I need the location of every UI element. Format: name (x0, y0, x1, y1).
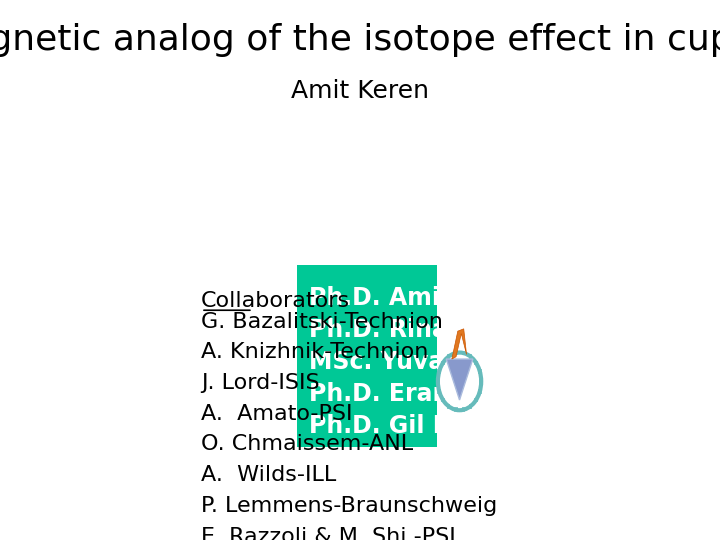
Bar (454, 408, 457, 412)
Text: Amit Keren: Amit Keren (291, 79, 429, 103)
Text: J. Lord-ISIS: J. Lord-ISIS (201, 373, 320, 393)
Bar (438, 389, 441, 394)
Text: G. Bazalitski-Technion: G. Bazalitski-Technion (201, 312, 443, 332)
Bar (480, 379, 483, 384)
Text: A magnetic analog of the isotope effect in cuprates: A magnetic analog of the isotope effect … (0, 23, 720, 57)
Bar (436, 379, 440, 384)
Text: Ph.D. Amit Kanigel: Ph.D. Amit Kanigel (310, 286, 560, 310)
Bar (474, 397, 478, 402)
Bar (462, 350, 465, 355)
FancyBboxPatch shape (297, 265, 437, 447)
Text: A. Knizhnik-Technion: A. Knizhnik-Technion (201, 342, 428, 362)
Bar (469, 354, 472, 359)
Polygon shape (452, 329, 467, 359)
Text: MSc. Yuval Lubashevsky: MSc. Yuval Lubashevsky (310, 350, 634, 374)
Text: A.  Amato-PSI: A. Amato-PSI (201, 404, 353, 424)
Bar (441, 361, 445, 365)
Bar (454, 350, 457, 355)
Text: E. Razzoli & M. Shi -PSI: E. Razzoli & M. Shi -PSI (201, 526, 456, 540)
Bar (478, 389, 482, 394)
Polygon shape (446, 359, 473, 400)
Bar (478, 369, 482, 374)
Text: Ph.D. Gil Drachuck: Ph.D. Gil Drachuck (310, 414, 558, 438)
Bar (474, 361, 478, 365)
Bar (447, 404, 451, 409)
Bar (447, 354, 451, 359)
Bar (441, 397, 445, 402)
Bar (469, 404, 472, 409)
Text: Ph.D. Rinat Ofer: Ph.D. Rinat Ofer (310, 318, 526, 342)
Text: A.  Wilds-ILL: A. Wilds-ILL (201, 465, 336, 485)
Text: P. Lemmens-Braunschweig: P. Lemmens-Braunschweig (201, 496, 498, 516)
Bar (462, 408, 465, 412)
Text: O. Chmaissem-ANL: O. Chmaissem-ANL (201, 434, 413, 455)
Bar (438, 369, 441, 374)
Text: Collaborators: Collaborators (201, 291, 350, 310)
Text: Ph.D. Eran Amit: Ph.D. Eran Amit (310, 382, 521, 406)
